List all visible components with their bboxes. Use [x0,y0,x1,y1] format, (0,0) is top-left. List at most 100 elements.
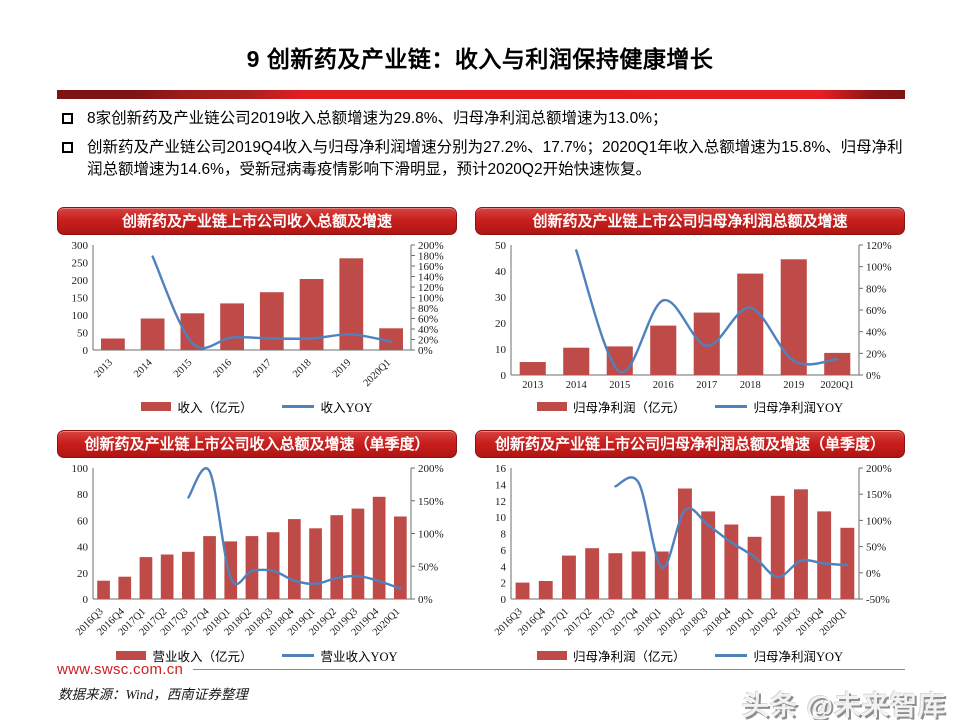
svg-text:2019: 2019 [331,357,354,380]
bars [519,259,851,375]
legend-bar-swatch [141,401,172,411]
revenue-annual-chart: 0 50 100 150 200 250 300 0%20%40%60%80%100%120%… [72,240,444,389]
legend-item: 收入YOY [282,397,373,416]
svg-text:2016: 2016 [212,357,235,380]
legend-item: 归母净利润（亿元） [536,397,686,416]
svg-text:0: 0 [83,594,89,606]
svg-text:0%: 0% [866,568,881,580]
svg-text:100: 100 [72,310,89,322]
bullet-text: 8家创新药及产业链公司2019收入总额增速为29.8%、归母净利润总额增速为13… [87,110,668,127]
svg-text:16: 16 [495,463,507,475]
legend-item: 归母净利润YOY [715,646,843,665]
chart-title-banner: 创新药及产业链上市公司收入总额及增速 [57,207,457,235]
legend-label: 营业收入YOY [320,649,398,664]
bars [515,488,855,599]
svg-text:60: 60 [77,515,89,527]
yoy-line [575,249,839,374]
legend-item: 收入（亿元） [141,397,252,416]
bars [97,496,407,599]
bullet-square-icon [62,142,73,153]
legend-bar-swatch [536,650,567,660]
svg-text:20%: 20% [418,335,438,347]
svg-text:60%: 60% [866,305,886,317]
svg-text:300: 300 [72,240,89,252]
x-axis-labels: 2016Q32016Q42017Q12017Q22017Q32017Q42018… [74,606,403,638]
svg-text:2015: 2015 [609,380,630,391]
legend-label: 营业收入（亿元） [152,649,253,664]
data-source-note: 数据来源：Wind，西南证券整理 [58,687,248,702]
chart-legend: 营业收入（亿元） 营业收入YOY [57,645,457,665]
svg-text:100%: 100% [866,515,892,527]
svg-text:4: 4 [501,561,507,573]
svg-text:0%: 0% [418,594,433,606]
legend-item: 归母净利润YOY [715,397,843,416]
svg-text:2018: 2018 [291,357,314,380]
chart-legend: 归母净利润（亿元） 归母净利润YOY [475,396,905,416]
svg-text:2015: 2015 [172,357,195,380]
yoy-line [187,467,402,590]
svg-text:180%: 180% [418,251,444,263]
legend-item: 归母净利润（亿元） [536,646,685,665]
bullet-item: 创新药及产业链公司2019Q4收入与归母净利润增速分别为27.2%、17.7%；… [62,137,912,181]
svg-text:120%: 120% [866,240,892,252]
svg-text:40: 40 [77,542,89,554]
x-axis-labels: 2016Q32016Q42017Q12017Q22017Q32017Q42018… [493,606,850,638]
svg-text:0%: 0% [866,370,881,382]
website-link[interactable]: www.swsc.com.cn [57,661,184,678]
legend-line-swatch [715,653,748,657]
legend-bar-swatch [536,401,567,411]
title-divider-bar [57,90,905,99]
svg-text:100: 100 [72,463,89,475]
legend-line-swatch [715,404,748,408]
bullet-item: 8家创新药及产业链公司2019收入总额增速为29.8%、归母净利润总额增速为13… [62,108,912,130]
profit-quarterly-chart: 0 2 4 6 8 10 12 14 16 -50% 0% 50% 100% 150% 200% 2016Q3… [493,463,892,638]
svg-text:20: 20 [77,568,89,580]
chart-title-banner: 创新药及产业链上市公司归母净利润总额及增速（单季度） [475,430,905,458]
svg-text:40%: 40% [866,327,886,339]
y-axis-left-labels: 0 20 40 60 80 100 [72,463,89,606]
legend-label: 归母净利润YOY [753,649,844,664]
svg-text:50%: 50% [418,561,438,573]
svg-text:2018: 2018 [740,380,761,391]
y-axis-right-labels: 0% 50% 100% 150% 200% [411,463,444,606]
svg-text:200%: 200% [418,240,444,252]
svg-text:80%: 80% [418,303,438,315]
legend-label: 归母净利润（亿元） [572,400,686,415]
chart-panel-profit-annual: 创新药及产业链上市公司归母净利润总额及增速 0 10 20 30 40 50 0% 20% 40… [475,207,905,416]
footer-divider-line [193,669,905,670]
yoy-line [151,255,393,350]
y-axis-right-labels: 0% 20% 40% 60% 80% 100% 120% [859,240,892,382]
svg-text:6: 6 [501,545,507,557]
legend-label: 收入（亿元） [177,400,253,415]
svg-text:10: 10 [495,512,507,524]
svg-text:0: 0 [501,594,507,606]
yoy-line [614,476,849,579]
svg-text:200%: 200% [418,463,444,475]
y-axis-left-labels: 0 10 20 30 40 50 [495,240,507,382]
svg-text:0%: 0% [418,345,433,357]
y-axis-left-labels: 0 50 100 150 200 250 300 [72,240,89,357]
svg-text:2014: 2014 [132,357,155,380]
svg-text:30: 30 [495,292,507,304]
charts-grid: 创新药及产业链上市公司收入总额及增速 0 50 100 150 200 250 300 0% 2… [57,207,905,665]
svg-text:-50%: -50% [866,594,890,606]
y-axis-right-labels: -50% 0% 50% 100% 150% 200% [859,463,892,606]
svg-text:2017: 2017 [251,357,274,380]
footer: www.swsc.com.cn [57,661,905,678]
svg-text:20%: 20% [866,348,886,360]
svg-text:100%: 100% [418,293,444,305]
legend-label: 归母净利润YOY [753,400,844,415]
svg-text:2020Q1: 2020Q1 [820,380,854,391]
svg-text:2013: 2013 [522,380,543,391]
svg-text:2020Q1: 2020Q1 [362,357,394,389]
bullet-square-icon [62,113,73,124]
y-axis-right-labels: 0%20%40%60%80%100%120%140%160%180%200% [411,240,444,357]
svg-text:12: 12 [495,496,506,508]
svg-text:150%: 150% [866,489,892,501]
svg-text:40%: 40% [418,324,438,336]
svg-text:80%: 80% [866,283,886,295]
svg-text:100%: 100% [418,529,444,541]
svg-text:150: 150 [72,293,89,305]
legend-label: 收入YOY [320,400,373,415]
